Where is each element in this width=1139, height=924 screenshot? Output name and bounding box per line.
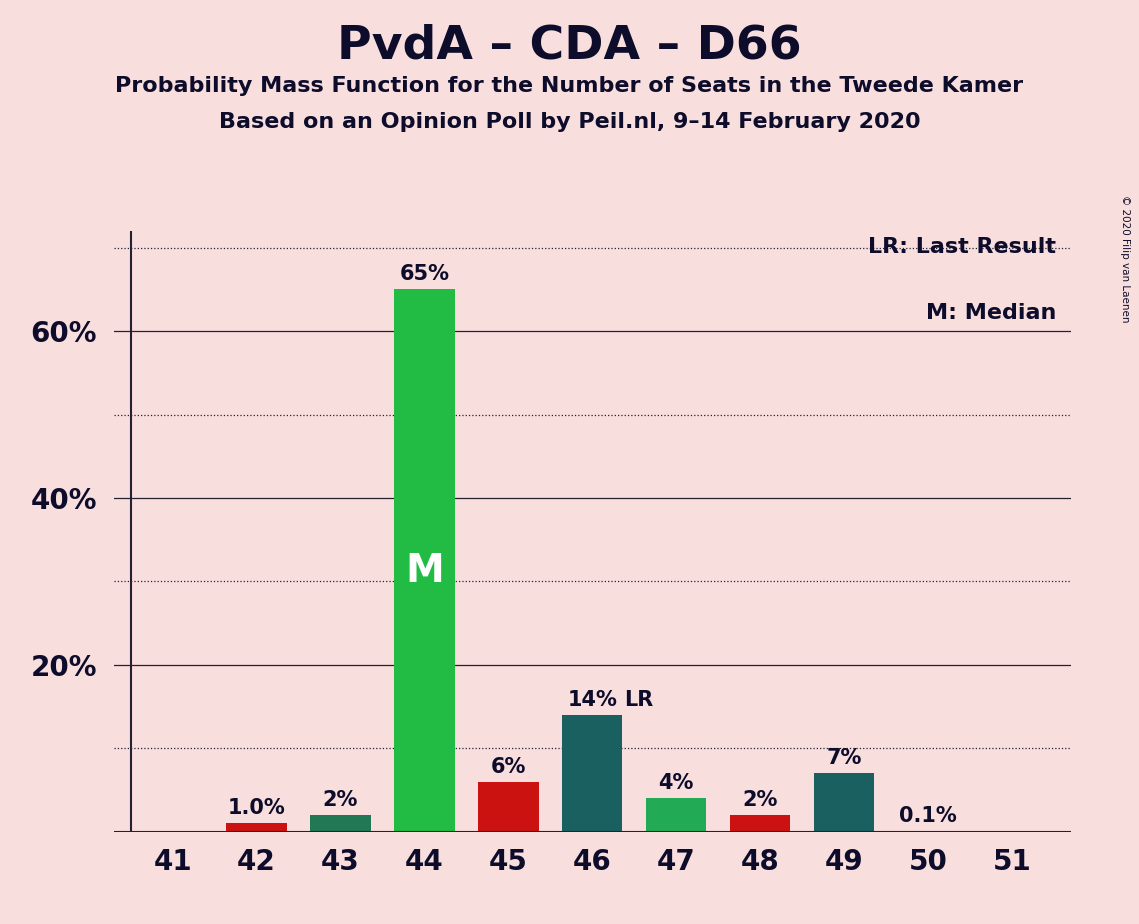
Text: 14%: 14% — [567, 690, 617, 710]
Text: M: Median: M: Median — [926, 303, 1056, 323]
Bar — [310, 815, 370, 832]
Bar — [646, 798, 706, 832]
Text: 1.0%: 1.0% — [228, 798, 286, 819]
Text: Probability Mass Function for the Number of Seats in the Tweede Kamer: Probability Mass Function for the Number… — [115, 76, 1024, 96]
Bar — [227, 823, 287, 832]
Text: LR: LR — [624, 690, 654, 710]
Text: Based on an Opinion Poll by Peil.nl, 9–14 February 2020: Based on an Opinion Poll by Peil.nl, 9–1… — [219, 112, 920, 132]
Bar — [562, 715, 623, 832]
Text: 2%: 2% — [322, 790, 358, 810]
Text: 4%: 4% — [658, 773, 694, 793]
Bar — [730, 815, 790, 832]
Text: 6%: 6% — [491, 757, 526, 776]
Text: 2%: 2% — [743, 790, 778, 810]
Bar — [478, 782, 539, 832]
Bar — [394, 289, 454, 832]
Text: LR: Last Result: LR: Last Result — [868, 237, 1056, 257]
Text: 7%: 7% — [827, 748, 862, 768]
Text: © 2020 Filip van Laenen: © 2020 Filip van Laenen — [1120, 195, 1130, 322]
Text: M: M — [405, 553, 444, 590]
Text: PvdA – CDA – D66: PvdA – CDA – D66 — [337, 23, 802, 68]
Bar — [814, 773, 875, 832]
Text: 0.1%: 0.1% — [899, 806, 957, 826]
Text: 65%: 65% — [400, 264, 450, 285]
